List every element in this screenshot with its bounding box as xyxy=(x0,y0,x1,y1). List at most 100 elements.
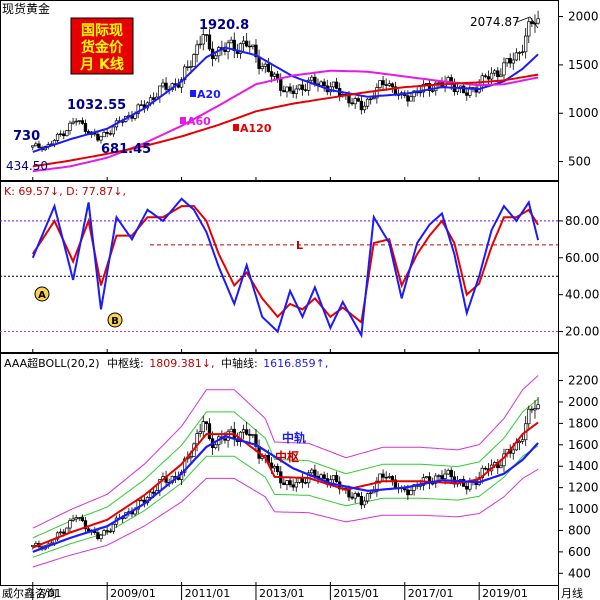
candle-body xyxy=(387,83,391,86)
boll-mid-line xyxy=(32,421,539,549)
candle-body xyxy=(68,122,72,131)
candle-body xyxy=(359,100,364,111)
candle-body xyxy=(83,520,88,530)
candle-body xyxy=(198,43,202,46)
candle-body xyxy=(514,52,519,61)
boll-ytick-label: 2000 xyxy=(568,395,599,409)
boll-ytick-label: 1400 xyxy=(568,459,599,473)
candle-body xyxy=(313,469,317,477)
candle-body xyxy=(365,98,370,107)
candle-body xyxy=(520,51,525,53)
candle-body xyxy=(204,34,209,36)
annot-681: 681.45 xyxy=(101,142,151,157)
candle-body xyxy=(362,105,367,111)
candle-body xyxy=(245,429,249,435)
candle-body xyxy=(409,96,413,102)
x-axis: 7/01 2009/01 2011/01 2013/01 2015/01 2017/01 2… xyxy=(32,177,528,600)
candle-body xyxy=(334,81,339,89)
candle-body xyxy=(139,104,143,106)
candle-body xyxy=(245,40,249,47)
candle-body xyxy=(77,120,81,122)
candle-body xyxy=(359,496,364,506)
candle-body xyxy=(223,438,227,441)
kdj-ref-label: L xyxy=(296,239,303,252)
candle-body xyxy=(102,530,106,536)
candle-body xyxy=(375,480,379,492)
candle-body xyxy=(353,98,357,105)
candle-body xyxy=(136,500,140,510)
ma-line-a20 xyxy=(32,46,539,153)
kdj-ytick-label: 40.00 xyxy=(565,288,599,302)
svg-text:A: A xyxy=(38,290,46,301)
candle-body xyxy=(164,82,168,90)
boll-annot-axis: 中轨 xyxy=(282,430,306,445)
ma120-label: A120 xyxy=(240,122,272,135)
candle-body xyxy=(229,39,233,44)
candle-body xyxy=(372,97,376,100)
candle-body xyxy=(201,421,205,433)
candle-body xyxy=(362,500,367,506)
candle-body xyxy=(99,534,103,540)
chart-title: 现货黄金 xyxy=(2,1,50,16)
candle-body xyxy=(251,44,255,47)
candle-body xyxy=(139,499,143,502)
badge-line-1: 国际现 xyxy=(81,23,123,39)
kdj-ytick-label: 60.00 xyxy=(565,251,599,265)
candle-body xyxy=(443,473,447,479)
candle-body xyxy=(207,423,212,439)
annot-low-start: 434.50 xyxy=(6,159,48,173)
boll-title: AAA超BOLL(20,2) 中枢线: 1809.381↓, 中轴线: 1616… xyxy=(4,356,328,370)
candle-body xyxy=(136,104,140,114)
candle-body xyxy=(347,95,351,104)
candle-body xyxy=(269,71,274,77)
candle-body xyxy=(486,76,491,80)
candle-body xyxy=(31,145,35,148)
ma20-swatch xyxy=(190,90,196,97)
candle-body xyxy=(288,86,292,92)
x-tick-label: 2017/01 xyxy=(408,587,454,600)
candle-body xyxy=(378,473,382,482)
candle-body xyxy=(55,532,60,540)
candle-body xyxy=(331,81,336,88)
candle-body xyxy=(282,90,286,93)
candle-body xyxy=(356,493,360,497)
candle-body xyxy=(108,133,112,135)
candle-body xyxy=(59,531,63,534)
boll-lines xyxy=(32,421,539,553)
boll-ytick-label: 1000 xyxy=(568,502,599,516)
candle-body xyxy=(96,532,100,540)
boll-ytick-label: 400 xyxy=(568,566,591,580)
candle-body xyxy=(285,480,289,486)
candle-body xyxy=(313,76,317,85)
candle-body xyxy=(223,49,227,52)
boll-ytick-label: 1200 xyxy=(568,481,599,495)
boll-ytick-label: 800 xyxy=(568,523,591,537)
candle-body xyxy=(421,83,426,93)
candle-body xyxy=(291,90,295,94)
candle-body xyxy=(266,63,271,72)
candle-body xyxy=(530,408,534,411)
candle-body xyxy=(80,517,85,521)
candle-body xyxy=(192,54,196,68)
candle-body xyxy=(263,63,267,67)
boll-lower-inner xyxy=(32,445,539,558)
candle-body xyxy=(409,490,413,496)
candle-body xyxy=(462,85,466,94)
candle-body xyxy=(307,79,311,91)
candle-body xyxy=(297,477,302,483)
candle-body xyxy=(288,480,292,486)
candle-body xyxy=(446,469,450,475)
ma120-swatch xyxy=(233,124,239,131)
candle-body xyxy=(71,518,75,521)
boll-panel-frame xyxy=(0,353,559,586)
candle-body xyxy=(524,35,528,53)
candle-body xyxy=(347,489,351,498)
candle-body xyxy=(446,77,450,82)
candle-body xyxy=(111,126,116,135)
candle-body xyxy=(381,80,385,86)
candle-body xyxy=(248,433,252,436)
candle-body xyxy=(272,73,277,77)
candle-body xyxy=(499,74,503,78)
candle-body xyxy=(527,21,531,37)
candle-body xyxy=(427,83,432,92)
